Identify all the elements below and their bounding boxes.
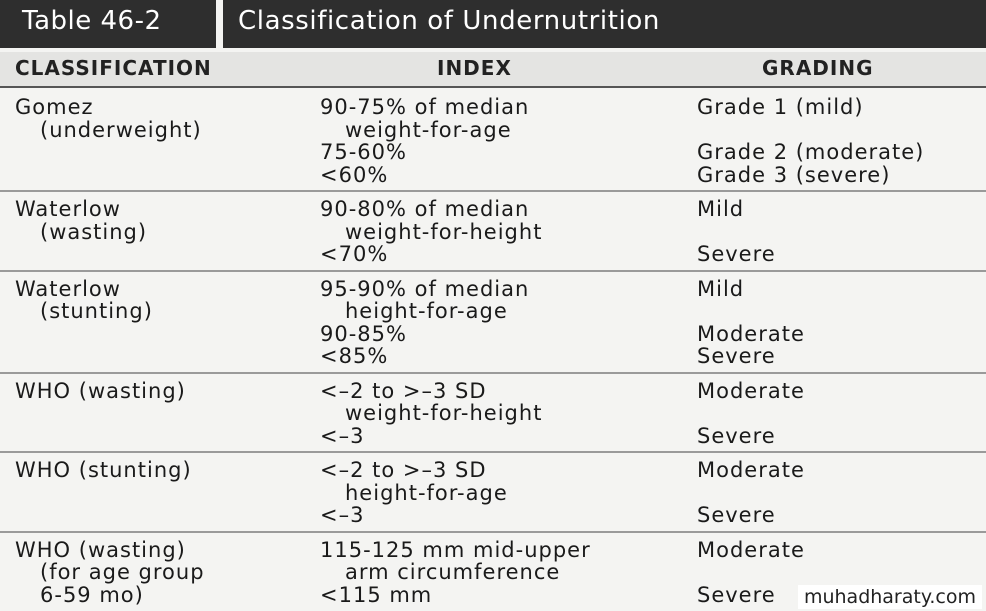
index-text: 95-90% of median <box>320 276 530 301</box>
column-header: INDEX <box>437 56 512 80</box>
title-separator <box>216 0 223 48</box>
index-text: 75-60% <box>320 140 407 164</box>
row-divider <box>0 530 986 533</box>
index-text: <85% <box>320 344 389 368</box>
table-number: Table 46-2 <box>22 6 162 36</box>
grading-text: Severe <box>697 344 776 368</box>
classification-text: Waterlow <box>15 197 121 221</box>
classification-text: (for age group <box>40 560 205 584</box>
index-text: weight-for-height <box>345 401 543 425</box>
grading-text: Moderate <box>697 321 805 346</box>
watermark: muhadharaty.com <box>797 585 982 609</box>
index-text: <–3 <box>320 423 365 448</box>
grading-text: Severe <box>697 242 776 266</box>
grading-text: Grade 3 (severe) <box>697 162 891 187</box>
classification-text: Waterlow <box>15 276 121 301</box>
index-text: <–3 <box>320 503 365 527</box>
index-text: <–2 to >–3 SD <box>320 458 487 482</box>
classification-text: (underweight) <box>40 117 202 142</box>
grading-text: Grade 2 (moderate) <box>697 140 925 164</box>
row-divider <box>0 190 986 192</box>
index-text: 90-85% <box>320 321 407 346</box>
grading-text: Mild <box>697 276 745 301</box>
row-divider <box>0 371 986 374</box>
index-text: 115-125 mm mid-upper <box>320 537 591 562</box>
grading-text: Moderate <box>697 537 805 562</box>
grading-text: Severe <box>697 582 776 607</box>
index-text: arm circumference <box>345 560 561 584</box>
classification-text: WHO (stunting) <box>15 458 192 482</box>
column-header: GRADING <box>762 56 874 80</box>
grading-text: Grade 1 (mild) <box>697 95 864 119</box>
grading-text: Moderate <box>697 458 805 482</box>
classification-text: (wasting) <box>40 219 148 244</box>
index-text: <70% <box>320 242 389 266</box>
index-text: 90-75% of median <box>320 95 530 119</box>
classification-text: WHO (wasting) <box>15 537 186 562</box>
classification-text: (stunting) <box>40 299 153 323</box>
index-text: weight-for-age <box>345 117 512 142</box>
classification-text: Gomez <box>15 95 94 119</box>
grading-text: Severe <box>697 423 776 448</box>
index-text: height-for-age <box>345 299 508 323</box>
column-header-row <box>0 52 986 88</box>
title-bar <box>0 0 986 48</box>
column-header: CLASSIFICATION <box>15 56 212 80</box>
index-text: <60% <box>320 162 389 187</box>
index-text: <115 mm <box>320 582 433 607</box>
classification-text: 6-59 mo) <box>40 582 144 607</box>
row-divider <box>0 269 986 272</box>
grading-text: Mild <box>697 197 745 221</box>
grading-text: Severe <box>697 503 776 527</box>
row-divider <box>0 451 986 453</box>
table-title: Classification of Undernutrition <box>238 6 660 36</box>
grading-text: Moderate <box>697 378 805 403</box>
index-text: weight-for-height <box>345 219 543 244</box>
index-text: 90-80% of median <box>320 197 530 221</box>
classification-text: WHO (wasting) <box>15 378 186 403</box>
index-text: <–2 to >–3 SD <box>320 378 487 403</box>
index-text: height-for-age <box>345 480 508 505</box>
